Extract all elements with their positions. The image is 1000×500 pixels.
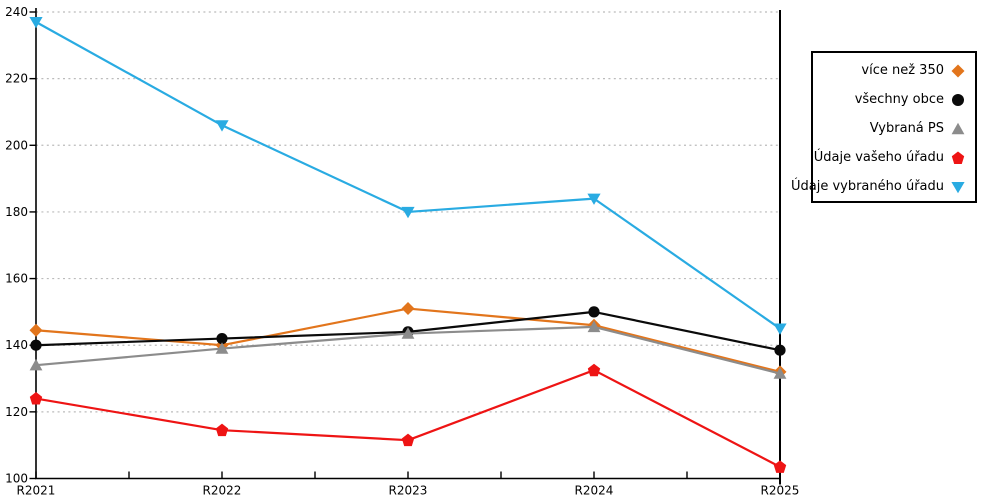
y-tick-label: 120 <box>5 405 28 419</box>
y-tick-label: 240 <box>5 5 28 19</box>
x-tick-label: R2025 <box>761 484 800 498</box>
series-line <box>34 20 782 330</box>
y-tick-label: 100 <box>5 472 28 486</box>
x-tick-label: R2021 <box>17 484 56 498</box>
data-point-marker <box>401 206 415 219</box>
data-point-marker <box>773 367 787 379</box>
data-point-marker <box>774 344 786 356</box>
data-point-marker <box>587 363 601 377</box>
series-line <box>34 369 782 468</box>
legend-triangle-down-icon <box>951 181 965 193</box>
x-tick-label: R2024 <box>575 484 614 498</box>
data-point-marker <box>401 302 415 316</box>
legend-marker-shape <box>951 122 965 134</box>
data-point-marker <box>401 433 415 447</box>
legend-item: Údaje vybraného úřadu <box>791 172 975 201</box>
data-point-marker <box>587 193 601 205</box>
x-tick-label: R2022 <box>203 484 242 498</box>
data-point-marker <box>773 460 787 473</box>
legend-item: Údaje vašeho úřadu <box>813 143 975 172</box>
data-point-marker <box>216 332 228 345</box>
data-point-marker <box>215 342 229 354</box>
legend-marker-shape <box>951 181 965 193</box>
legend-item: Vybraná PS <box>813 114 975 143</box>
y-tick-label: 200 <box>5 138 28 152</box>
legend-pentagon-icon <box>951 151 965 164</box>
y-tick-label: 140 <box>5 338 28 352</box>
data-point-marker <box>29 358 43 371</box>
legend-item-label: Údaje vybraného úřadu <box>790 179 944 194</box>
y-tick-label: 220 <box>5 72 28 86</box>
y-tick-label: 160 <box>5 272 28 286</box>
legend-circle-icon <box>952 93 964 106</box>
data-point-marker <box>30 339 42 351</box>
data-point-marker <box>215 423 229 437</box>
data-point-marker <box>29 323 43 337</box>
legend-diamond-icon <box>951 64 965 77</box>
data-point-marker <box>588 306 600 318</box>
data-point-marker <box>401 327 415 339</box>
legend-item-label: Údaje vašeho úřadu <box>813 150 944 165</box>
legend-item: více než 350 <box>813 56 975 85</box>
y-tick-label: 180 <box>5 205 28 219</box>
chart-legend: více než 350 všechny obce Vybraná PS Údaje … <box>791 51 977 203</box>
legend-triangle-up-icon <box>951 122 965 134</box>
legend-marker-shape <box>951 64 965 77</box>
legend-item-label: všechny obce <box>854 92 944 107</box>
data-point-marker <box>29 16 43 29</box>
data-point-marker <box>773 323 787 335</box>
data-point-marker <box>215 120 229 132</box>
x-tick-label: R2023 <box>389 484 428 498</box>
legend-item: všechny obce <box>813 85 975 114</box>
data-point-marker <box>587 320 601 333</box>
legend-item-label: Vybraná PS <box>869 121 944 136</box>
legend-marker-shape <box>951 151 965 164</box>
data-point-marker <box>29 392 43 405</box>
legend-item-label: více než 350 <box>861 63 944 78</box>
legend-marker-shape <box>952 93 964 106</box>
